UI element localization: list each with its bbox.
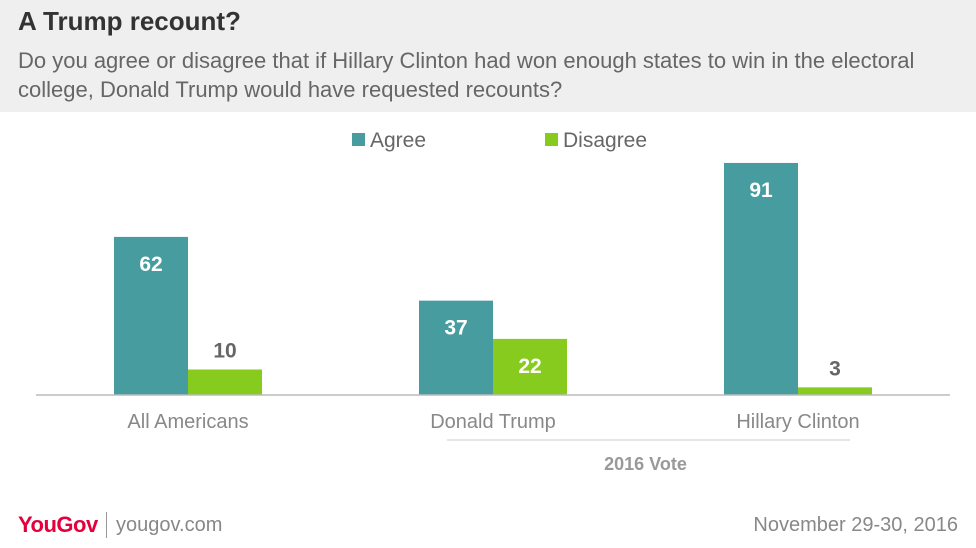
yougov-logo: YouGov <box>18 512 98 537</box>
data-label: 37 <box>444 317 467 340</box>
legend: Agree Disagree <box>352 129 647 152</box>
category-label: Hillary Clinton <box>736 411 859 433</box>
bar-chart: Agree Disagree 62 10 37 22 91 3 All Americans D… <box>36 129 950 474</box>
bar-agree <box>114 236 188 395</box>
category-label: All Americans <box>127 411 248 433</box>
data-label: 91 <box>749 179 773 202</box>
axis: All Americans Donald Trump Hillary Clinton… <box>36 394 950 474</box>
legend-swatch-agree <box>352 133 365 146</box>
bar-disagree <box>798 387 872 395</box>
legend-label-agree: Agree <box>370 129 426 152</box>
footer-divider <box>106 512 107 538</box>
bars: 62 10 37 22 91 3 <box>114 162 872 395</box>
bar-disagree <box>493 338 567 395</box>
data-label: 22 <box>518 355 541 378</box>
data-label: 62 <box>139 253 162 276</box>
category-label: Donald Trump <box>430 411 556 433</box>
footer-site: yougov.com <box>116 514 223 536</box>
bar-agree <box>419 300 493 395</box>
data-label: 3 <box>829 357 841 380</box>
footer-date: November 29-30, 2016 <box>753 514 958 536</box>
bar-disagree <box>188 369 262 395</box>
chart-subtitle: Do you agree or disagree that if Hillary… <box>18 48 915 102</box>
chart-title: A Trump recount? <box>18 6 241 36</box>
bar-agree <box>724 162 798 395</box>
data-label: 10 <box>213 340 236 363</box>
header: A Trump recount? Do you agree or disagre… <box>0 0 976 112</box>
legend-label-disagree: Disagree <box>563 129 647 152</box>
group-label: 2016 Vote <box>604 454 687 474</box>
legend-swatch-disagree <box>545 133 558 146</box>
